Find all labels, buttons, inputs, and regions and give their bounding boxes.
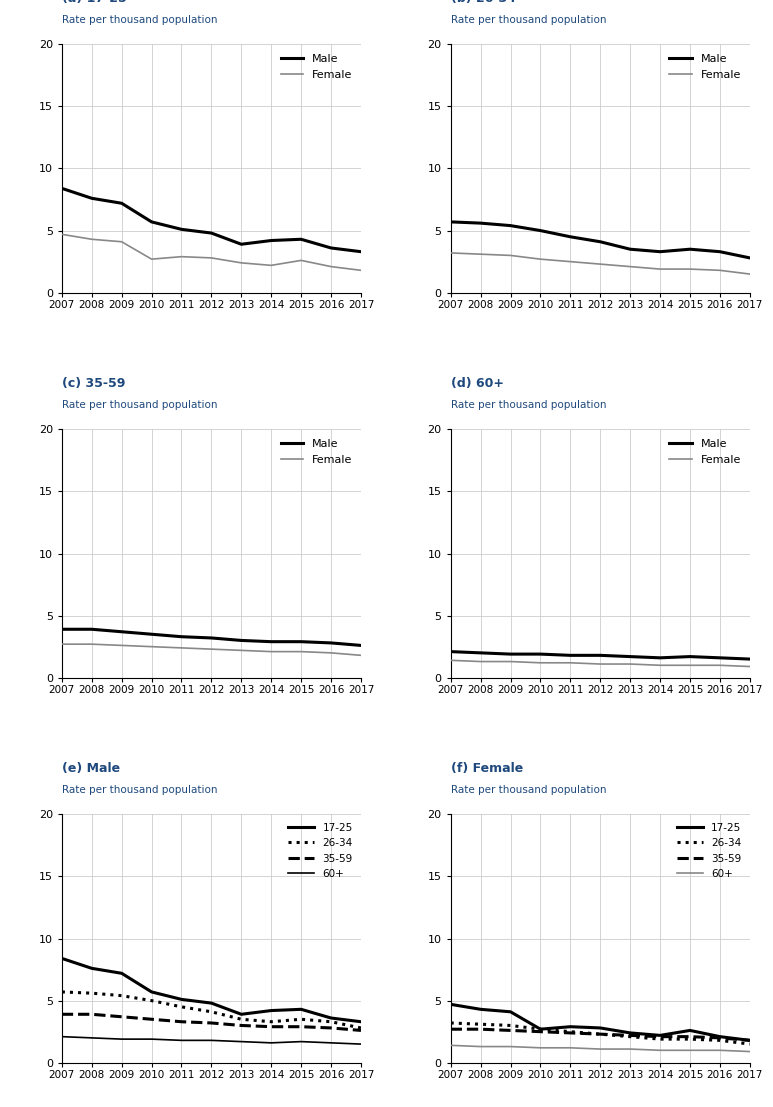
Legend: Male, Female: Male, Female bbox=[666, 50, 744, 84]
Legend: Male, Female: Male, Female bbox=[278, 435, 356, 468]
Text: Rate per thousand population: Rate per thousand population bbox=[62, 785, 217, 795]
Text: Rate per thousand population: Rate per thousand population bbox=[451, 14, 606, 24]
Legend: Male, Female: Male, Female bbox=[278, 50, 356, 84]
Text: Rate per thousand population: Rate per thousand population bbox=[62, 14, 217, 24]
Text: (d) 60+: (d) 60+ bbox=[451, 377, 504, 391]
Legend: 17-25, 26-34, 35-59, 60+: 17-25, 26-34, 35-59, 60+ bbox=[674, 819, 744, 882]
Text: Rate per thousand population: Rate per thousand population bbox=[451, 785, 606, 795]
Text: (a) 17-25: (a) 17-25 bbox=[62, 0, 127, 6]
Text: (b) 26-34: (b) 26-34 bbox=[451, 0, 516, 6]
Text: Rate per thousand population: Rate per thousand population bbox=[62, 400, 217, 410]
Legend: Male, Female: Male, Female bbox=[666, 435, 744, 468]
Legend: 17-25, 26-34, 35-59, 60+: 17-25, 26-34, 35-59, 60+ bbox=[285, 819, 356, 882]
Text: (c) 35-59: (c) 35-59 bbox=[62, 377, 125, 391]
Text: (f) Female: (f) Female bbox=[451, 763, 523, 775]
Text: Rate per thousand population: Rate per thousand population bbox=[451, 400, 606, 410]
Text: (e) Male: (e) Male bbox=[62, 763, 120, 775]
